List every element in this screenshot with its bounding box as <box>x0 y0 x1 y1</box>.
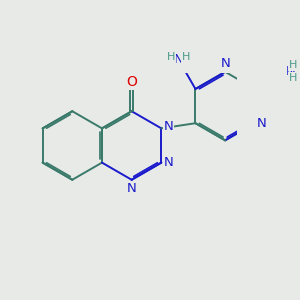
Text: H: H <box>289 73 298 83</box>
Text: N: N <box>221 57 231 70</box>
Text: N: N <box>285 65 295 78</box>
Text: N: N <box>127 182 136 195</box>
Text: O: O <box>126 75 137 89</box>
Text: N: N <box>173 53 183 66</box>
Text: N: N <box>257 117 267 130</box>
Text: H: H <box>167 52 175 62</box>
Text: H: H <box>182 52 190 62</box>
Text: H: H <box>289 60 298 70</box>
Text: N: N <box>164 156 173 169</box>
Text: N: N <box>164 120 173 133</box>
